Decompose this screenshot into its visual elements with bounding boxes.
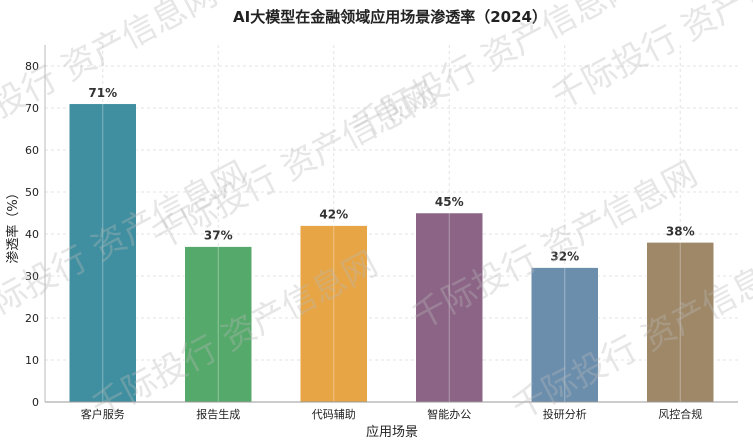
x-tick-label: 代码辅助 — [312, 407, 356, 421]
bar-value-label: 71% — [88, 86, 117, 100]
x-tick-label: 报告生成 — [196, 407, 240, 421]
x-axis-ticks: 客户服务 报告生成 代码辅助 智能办公 投研分析 风控合规 — [81, 407, 703, 421]
bar — [415, 212, 483, 403]
y-tick-label: 30 — [25, 270, 39, 283]
y-tick-label: 80 — [25, 60, 39, 73]
y-tick-label: 0 — [32, 396, 39, 409]
chart-title: AI大模型在金融领域应用场景渗透率（2024） — [233, 8, 547, 26]
bar-value-label: 37% — [204, 229, 233, 243]
gridlines — [45, 45, 738, 402]
y-tick-label: 60 — [25, 144, 39, 157]
bar — [646, 242, 714, 403]
bars — [69, 103, 714, 403]
x-tick-label: 智能办公 — [427, 407, 471, 421]
bar — [300, 225, 368, 403]
bar-value-label: 32% — [550, 250, 579, 264]
x-tick-label: 客户服务 — [81, 407, 125, 421]
bar — [69, 103, 137, 403]
y-axis-label: 渗透率（%） — [5, 186, 21, 263]
x-tick-label: 风控合规 — [658, 407, 702, 421]
y-axis-ticks: 0 10 20 30 40 50 60 70 80 — [25, 60, 39, 409]
y-tick-label: 50 — [25, 186, 39, 199]
y-tick-label: 40 — [25, 228, 39, 241]
y-tick-label: 70 — [25, 102, 39, 115]
bar-value-label: 38% — [666, 224, 695, 238]
y-tick-label: 20 — [25, 312, 39, 325]
data-labels: 71% 37% 42% 45% 32% 38% — [88, 86, 694, 264]
x-axis-label: 应用场景 — [366, 424, 418, 440]
bar-value-label: 42% — [319, 208, 348, 222]
bar — [531, 267, 599, 403]
y-tick-label: 10 — [25, 354, 39, 367]
bar — [184, 246, 252, 403]
bar-value-label: 45% — [435, 195, 464, 209]
x-tick-label: 投研分析 — [543, 407, 587, 421]
